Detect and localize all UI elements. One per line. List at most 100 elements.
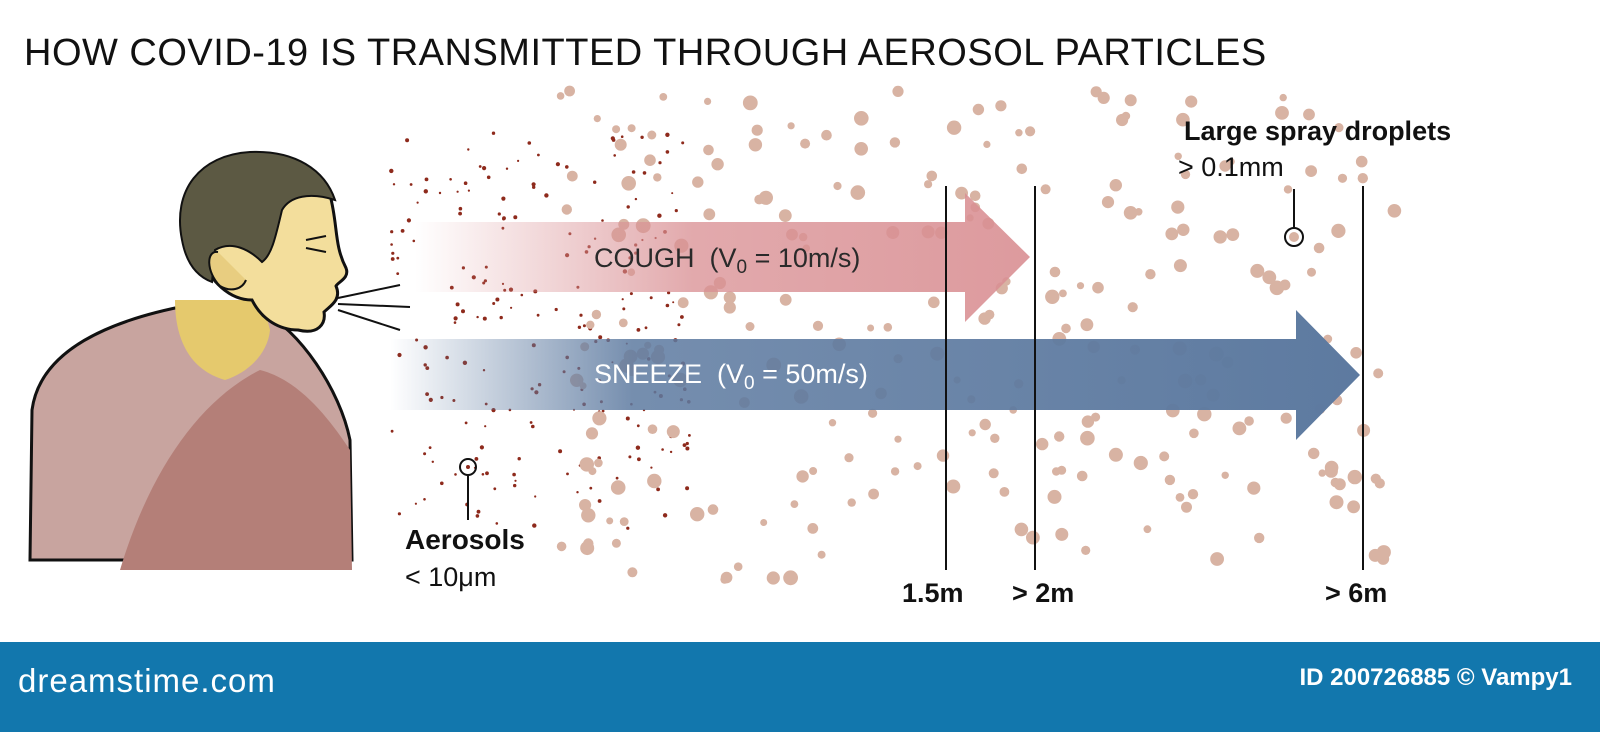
aerosol-dot bbox=[476, 315, 479, 319]
droplet-dot bbox=[1165, 227, 1179, 241]
aerosol-dot bbox=[665, 150, 670, 154]
aerosol-dot bbox=[531, 182, 536, 187]
aerosol-dot bbox=[589, 486, 593, 490]
aerosol-dot bbox=[677, 323, 681, 327]
droplet-dot bbox=[1254, 532, 1265, 544]
droplet-dot bbox=[1275, 106, 1289, 120]
droplet-dot bbox=[1213, 230, 1227, 244]
droplet-dot bbox=[800, 138, 811, 149]
aerosol-dot bbox=[534, 495, 537, 498]
droplet-dot bbox=[564, 85, 575, 97]
droplet-dot bbox=[1080, 430, 1095, 446]
aerosol-callout-pin bbox=[459, 458, 477, 520]
droplet-dot bbox=[758, 190, 774, 205]
cough-text: COUGH bbox=[594, 243, 695, 273]
droplet-dot bbox=[1324, 464, 1338, 478]
aerosol-dot bbox=[390, 429, 394, 433]
droplet-dot bbox=[868, 408, 878, 418]
aerosol-dot bbox=[423, 498, 426, 501]
hair bbox=[179, 150, 337, 284]
aerosol-dot bbox=[680, 315, 684, 319]
aerosol-dot bbox=[669, 450, 673, 454]
aerosol-dot bbox=[657, 213, 662, 218]
aerosol-dot bbox=[635, 445, 641, 450]
person-figure bbox=[28, 150, 411, 570]
aerosol-dot bbox=[520, 293, 524, 297]
droplet-dot bbox=[1368, 548, 1382, 562]
droplet-dot bbox=[1145, 269, 1156, 280]
droplet-dot bbox=[1036, 437, 1049, 451]
aerosol-dot bbox=[536, 313, 540, 317]
droplet-dot bbox=[704, 97, 712, 105]
droplet-dot bbox=[1232, 421, 1247, 436]
droplet-dot bbox=[995, 100, 1007, 112]
droplet-dot bbox=[580, 541, 595, 556]
droplet-dot bbox=[1197, 407, 1212, 422]
droplet-dot bbox=[627, 124, 636, 133]
droplet-dot bbox=[556, 541, 567, 552]
aerosol-dot bbox=[484, 425, 487, 428]
droplet-dot bbox=[1370, 473, 1381, 484]
droplet-dot bbox=[703, 208, 716, 221]
aerosol-dot bbox=[628, 455, 632, 459]
droplet-dot bbox=[1173, 259, 1187, 273]
cough-v-sub: 0 bbox=[736, 257, 748, 278]
aerosol-dot bbox=[558, 449, 563, 454]
droplet-dot bbox=[1164, 474, 1176, 486]
droplet-dot bbox=[1015, 129, 1023, 137]
droplet-dot bbox=[854, 111, 869, 126]
aerosol-dot bbox=[685, 486, 690, 491]
footer-bar: dreamstime.com ID 200726885 © Vampy1 bbox=[0, 642, 1600, 732]
sneeze-arrow bbox=[390, 310, 1360, 440]
droplet-dot bbox=[1350, 347, 1362, 359]
droplet-dot bbox=[1357, 173, 1369, 184]
aerosol-dot bbox=[626, 205, 630, 209]
droplet-dot bbox=[809, 467, 818, 475]
droplet-dot bbox=[627, 567, 638, 578]
droplet-dot bbox=[1121, 111, 1131, 121]
droplet-dot bbox=[1059, 289, 1067, 298]
aerosol-dot bbox=[493, 487, 497, 491]
droplet-dot bbox=[1055, 527, 1069, 541]
aerosol-particles bbox=[389, 131, 691, 530]
droplet-dot bbox=[621, 176, 636, 191]
aerosol-dot bbox=[565, 165, 569, 169]
droplet-dot bbox=[1174, 152, 1182, 160]
sneeze-v-open: (V bbox=[717, 359, 745, 389]
aerosol-dot bbox=[485, 471, 489, 476]
aerosol-dot bbox=[505, 167, 509, 170]
aerosol-dot bbox=[396, 256, 400, 260]
droplet-dot bbox=[1101, 196, 1115, 209]
droplet-dot bbox=[1109, 179, 1123, 192]
droplets-name: Large spray droplets bbox=[1184, 116, 1452, 146]
droplet-dot bbox=[1189, 428, 1199, 439]
droplet-dot bbox=[1108, 447, 1123, 462]
droplet-dot bbox=[592, 411, 607, 426]
aerosol-dot bbox=[566, 472, 569, 476]
aerosol-dot bbox=[529, 421, 533, 424]
aerosol-dot bbox=[576, 491, 579, 494]
droplet-dot bbox=[972, 103, 985, 116]
droplet-dot bbox=[1329, 495, 1344, 510]
droplet-dot bbox=[1045, 289, 1060, 304]
droplet-dot bbox=[1279, 93, 1287, 102]
aerosol-dot bbox=[642, 171, 647, 175]
aerosol-dot bbox=[414, 502, 417, 505]
aerosol-dot bbox=[537, 153, 540, 157]
aerosol-dot bbox=[390, 243, 393, 246]
droplet-dot bbox=[1219, 160, 1231, 172]
aerosol-dot bbox=[449, 178, 452, 181]
droplet-dot bbox=[1061, 323, 1071, 334]
aerosol-dot bbox=[501, 196, 506, 201]
droplet-dot bbox=[913, 462, 922, 471]
droplet-dot bbox=[833, 181, 842, 191]
aerosol-dot bbox=[532, 185, 536, 189]
brand-logo-text[interactable]: dreamstime.com bbox=[18, 662, 276, 699]
aerosol-dot bbox=[512, 472, 516, 477]
droplet-dot bbox=[821, 129, 832, 141]
droplet-dot bbox=[1159, 451, 1170, 462]
aerosol-dot bbox=[610, 136, 615, 141]
aerosol-dot bbox=[456, 190, 459, 193]
droplet-dot bbox=[1221, 471, 1229, 479]
droplet-dot bbox=[1180, 169, 1191, 180]
